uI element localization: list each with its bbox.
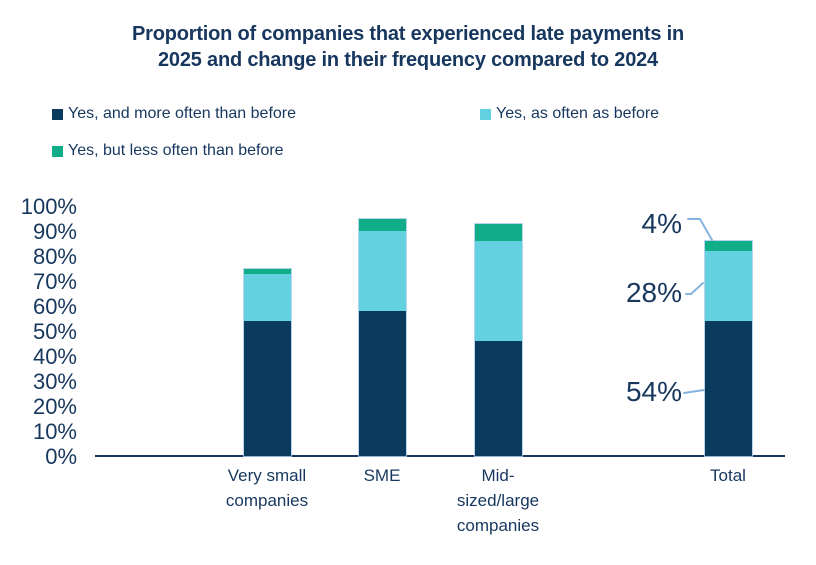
bar-sme bbox=[357, 217, 407, 457]
bar-segment bbox=[358, 311, 406, 456]
legend-item-more-often: Yes, and more often than before bbox=[52, 103, 296, 125]
y-axis-tick-label: 50% bbox=[32, 319, 77, 344]
legend-swatch-dark-navy-icon bbox=[52, 108, 63, 120]
legend-item-as-often: Yes, as often as before bbox=[480, 103, 659, 125]
bar-mid-sized-large-companies bbox=[473, 222, 523, 457]
bar-segment bbox=[243, 273, 291, 321]
y-axis-tick-label: 30% bbox=[32, 369, 77, 394]
bar-segment bbox=[704, 321, 752, 456]
bar-segment bbox=[704, 251, 752, 321]
bar-very-small-companies bbox=[242, 267, 292, 457]
data-label-total-more-often: 54% bbox=[625, 376, 682, 407]
chart-title: Proportion of companies that experienced… bbox=[0, 21, 816, 73]
data-label-total-less-often: 4% bbox=[641, 208, 682, 239]
bar-segment bbox=[704, 241, 752, 251]
y-axis-tick-label: 70% bbox=[32, 269, 77, 294]
chart-title-line1: Proportion of companies that experienced… bbox=[131, 23, 685, 45]
y-axis-tick-label: 60% bbox=[32, 294, 77, 319]
y-axis-tick-label: 80% bbox=[32, 244, 77, 269]
bar-segment bbox=[243, 321, 291, 456]
bar-segment bbox=[474, 341, 522, 456]
bar-segment bbox=[474, 241, 522, 341]
y-axis-tick-label: 100% bbox=[20, 194, 77, 219]
y-axis-tick-label: 0% bbox=[45, 444, 77, 469]
category-label: Very small companies bbox=[225, 466, 309, 510]
bar-segment bbox=[358, 231, 406, 311]
legend-label: Yes, and more often than before bbox=[68, 105, 297, 122]
bar-segment bbox=[358, 218, 406, 231]
category-label: Mid- sized/large companies bbox=[456, 466, 540, 535]
legend-item-less-often: Yes, but less often than before bbox=[52, 140, 284, 162]
category-label: Total bbox=[710, 466, 746, 485]
bar-segment bbox=[474, 223, 522, 241]
y-axis-tick-label: 90% bbox=[32, 219, 77, 244]
y-axis-tick-label: 20% bbox=[32, 394, 77, 419]
chart-title-line2: 2025 and change in their frequency compa… bbox=[158, 49, 658, 71]
legend-label: Yes, but less often than before bbox=[68, 142, 284, 159]
x-axis-line bbox=[95, 455, 785, 457]
legend-label: Yes, as often as before bbox=[496, 105, 660, 122]
y-axis-tick-label: 40% bbox=[32, 344, 77, 369]
bar-total bbox=[703, 240, 753, 457]
data-label-total-as-often: 28% bbox=[625, 277, 682, 308]
legend-swatch-green-icon bbox=[52, 145, 63, 157]
bar-segment bbox=[243, 268, 291, 274]
category-label: SME bbox=[363, 466, 401, 485]
y-axis-tick-label: 10% bbox=[32, 419, 77, 444]
legend-swatch-cyan-icon bbox=[480, 108, 491, 120]
